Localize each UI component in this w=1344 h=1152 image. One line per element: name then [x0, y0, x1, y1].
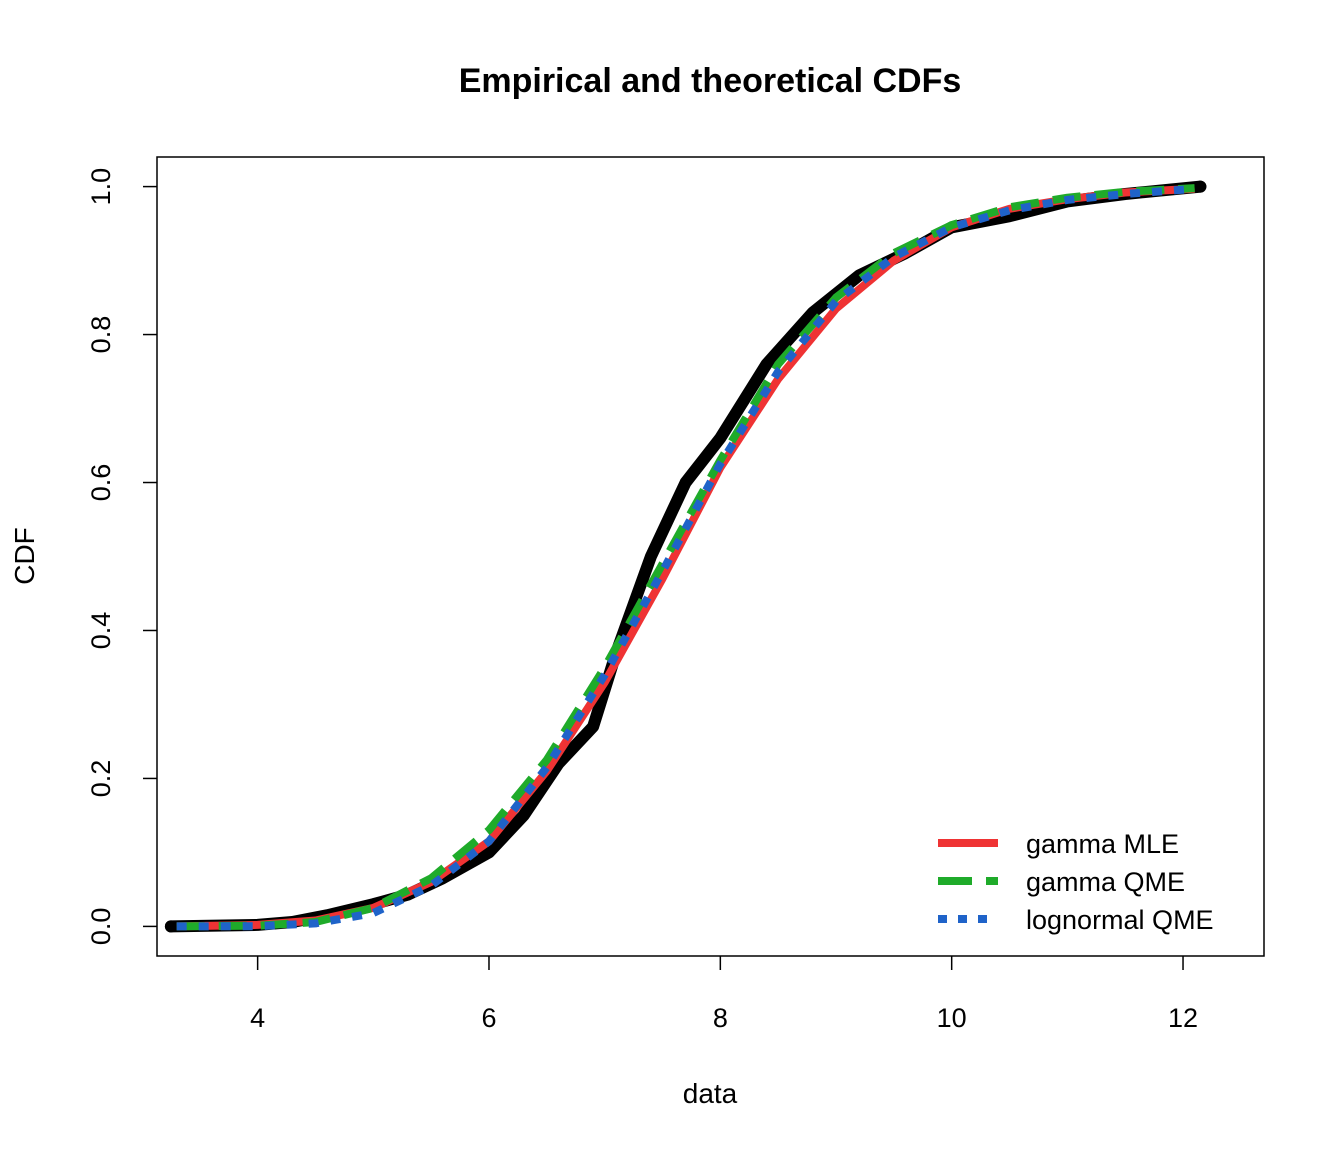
x-axis-label: data [683, 1078, 738, 1109]
legend: gamma MLE gamma QME lognormal QME [938, 829, 1214, 935]
legend-label: lognormal QME [1026, 905, 1214, 935]
legend-label: gamma QME [1026, 867, 1185, 897]
legend-label: gamma MLE [1026, 829, 1179, 859]
x-tick-label: 4 [250, 1003, 265, 1033]
y-tick-label: 1.0 [86, 168, 116, 206]
x-axis: 4 6 8 10 12 [250, 956, 1198, 1033]
plot-frame [156, 156, 1265, 957]
x-tick-label: 8 [713, 1003, 728, 1033]
empirical-cdf-line [164, 180, 1207, 933]
y-axis: 0.0 0.2 0.4 0.6 0.8 1.0 [86, 168, 157, 945]
series-line-gamma-mle [176, 184, 1195, 931]
x-tick-label: 6 [481, 1003, 496, 1033]
empirical-start-point [164, 920, 177, 933]
x-tick-label: 10 [937, 1003, 967, 1033]
chart-title: Empirical and theoretical CDFs [459, 62, 962, 100]
y-axis-label: CDF [9, 527, 40, 585]
plot-area [164, 180, 1207, 933]
y-tick-label: 0.4 [86, 612, 116, 650]
y-tick-label: 0.8 [86, 316, 116, 354]
y-tick-label: 0.2 [86, 760, 116, 798]
series-line-gamma-qme [176, 184, 1195, 931]
x-tick-label: 12 [1168, 1003, 1198, 1033]
empirical-end-point [1194, 180, 1207, 193]
series-line-lognormal-qme [176, 184, 1195, 931]
y-tick-label: 0.0 [86, 908, 116, 946]
y-tick-label: 0.6 [86, 464, 116, 502]
